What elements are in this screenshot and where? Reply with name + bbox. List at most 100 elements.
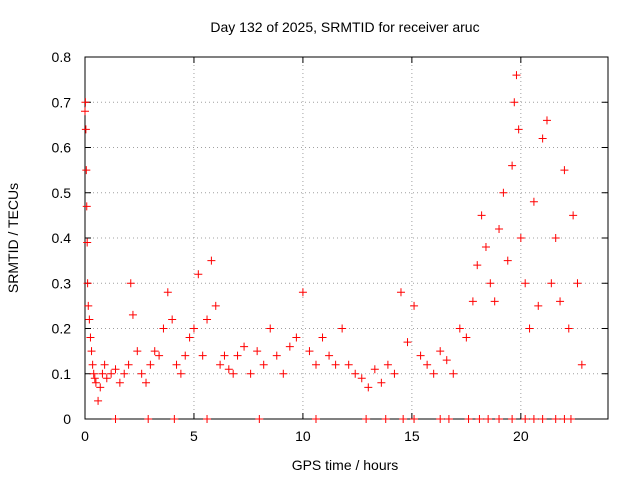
data-point — [96, 383, 105, 392]
y-tick-label: 0.1 — [52, 366, 72, 382]
data-point — [573, 279, 582, 288]
data-point — [444, 415, 453, 423]
data-point — [473, 261, 482, 270]
data-point — [272, 351, 281, 360]
data-point — [410, 415, 419, 423]
data-point — [189, 324, 198, 333]
data-point — [410, 301, 419, 310]
data-point — [224, 365, 233, 374]
data-point — [144, 415, 153, 423]
data-point — [529, 415, 538, 423]
data-point — [510, 98, 519, 107]
data-point — [442, 356, 451, 365]
y-tick-label: 0.3 — [52, 275, 72, 291]
x-tick-label: 20 — [513, 428, 529, 444]
data-point — [159, 324, 168, 333]
data-point — [514, 125, 523, 134]
data-point — [495, 224, 504, 233]
data-point — [381, 415, 390, 423]
data-point — [338, 324, 347, 333]
data-point — [516, 234, 525, 242]
y-axis-label: SRMTID / TECUs — [5, 183, 21, 293]
data-point — [449, 369, 458, 378]
data-point — [86, 333, 95, 342]
data-point — [124, 360, 133, 369]
data-points — [81, 71, 586, 423]
data-point — [503, 256, 512, 265]
data-point — [211, 301, 220, 310]
data-point — [481, 243, 490, 252]
data-point — [508, 415, 517, 423]
data-point — [542, 116, 551, 125]
data-point — [490, 297, 499, 306]
data-point — [370, 365, 379, 374]
data-point — [495, 415, 504, 423]
data-point — [525, 324, 534, 333]
data-point — [556, 297, 565, 306]
data-point — [325, 351, 334, 360]
data-point — [399, 415, 408, 423]
data-point — [292, 333, 301, 342]
data-point — [344, 360, 353, 369]
data-point — [111, 415, 120, 423]
data-point — [91, 378, 100, 387]
data-point — [220, 351, 229, 360]
data-point — [383, 360, 392, 369]
data-point — [216, 360, 225, 369]
data-point — [146, 360, 155, 369]
data-point — [521, 415, 530, 423]
data-point — [185, 333, 194, 342]
data-point — [240, 342, 249, 351]
data-point — [82, 202, 91, 211]
data-point — [436, 347, 445, 356]
data-point — [305, 347, 314, 356]
data-point — [176, 369, 185, 378]
data-point — [100, 360, 109, 369]
data-point — [551, 415, 560, 423]
data-point — [87, 347, 96, 356]
x-tick-label: 15 — [404, 428, 420, 444]
y-tick-label: 0 — [63, 411, 71, 427]
data-point — [364, 383, 373, 392]
data-point — [107, 369, 116, 378]
x-tick-label: 5 — [190, 428, 198, 444]
data-point — [83, 279, 92, 288]
data-point — [477, 211, 486, 220]
axis-ticks: 0 0.1 0.2 0.3 0.4 0.5 0.6 0.7 0.8 0 5 10 15 20 — [52, 49, 608, 444]
data-point — [155, 351, 164, 360]
data-point — [266, 324, 275, 333]
data-point — [455, 324, 464, 333]
data-point — [203, 315, 212, 324]
data-point — [279, 369, 288, 378]
data-point — [362, 415, 371, 423]
data-point — [396, 288, 405, 297]
data-point — [486, 279, 495, 288]
y-tick-label: 0.2 — [52, 321, 72, 337]
data-point — [566, 415, 575, 423]
data-point — [115, 378, 124, 387]
data-point — [377, 378, 386, 387]
data-point — [423, 360, 432, 369]
data-point — [94, 396, 103, 405]
data-point — [429, 369, 438, 378]
data-point — [475, 415, 484, 423]
data-point — [512, 71, 521, 80]
data-point — [318, 333, 327, 342]
data-point — [357, 374, 366, 383]
data-point — [181, 351, 190, 360]
x-tick-label: 0 — [81, 428, 89, 444]
data-point — [98, 369, 107, 378]
data-point — [81, 125, 90, 134]
data-point — [168, 315, 177, 324]
data-point — [351, 369, 360, 378]
y-tick-label: 0.6 — [52, 140, 72, 156]
data-point — [416, 351, 425, 360]
data-point — [538, 134, 547, 143]
data-point — [203, 415, 212, 423]
data-point — [170, 415, 179, 423]
data-point — [508, 161, 517, 170]
data-point — [560, 166, 569, 175]
data-point — [83, 238, 92, 247]
y-tick-label: 0.7 — [52, 94, 72, 110]
